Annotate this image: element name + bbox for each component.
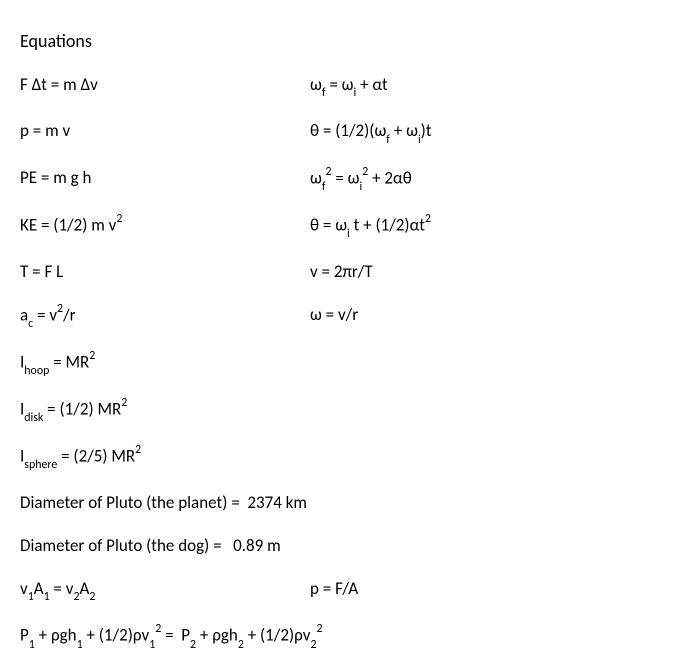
fact-row: Diameter of Pluto (the dog) = 0.89 m xyxy=(20,535,680,556)
equation-row: PE = m g hωf2 = ωi2 + 2αθ xyxy=(20,167,680,192)
equation-right: θ = (1/2)(ωf + ωi)t xyxy=(310,120,680,144)
equation-row: Idisk = (1/2) MR2 xyxy=(20,398,680,423)
equation-left: T = F L xyxy=(20,261,310,282)
equation-row: F Δt = m Δvωf = ωi + αt xyxy=(20,74,680,98)
equation-right: θ = ωi t + (1/2)αt2 xyxy=(310,214,680,239)
equation-row: Isphere = (2/5) MR2 xyxy=(20,445,680,470)
equation-row: Ihoop = MR2 xyxy=(20,351,680,376)
equation-left: Idisk = (1/2) MR2 xyxy=(20,398,310,423)
equation-right: ωf2 = ωi2 + 2αθ xyxy=(310,167,680,192)
equation-bernoulli: P1 + ρgh1 + (1/2)ρv12 = P2 + ρgh2 + (1/2… xyxy=(20,624,680,649)
equation-row: p = m vθ = (1/2)(ωf + ωi)t xyxy=(20,120,680,144)
equation-left: Ihoop = MR2 xyxy=(20,351,310,376)
equation-row: T = F Lv = 2πr/T xyxy=(20,261,680,282)
equation-left: F Δt = m Δv xyxy=(20,74,310,98)
fact-row: Diameter of Pluto (the planet) = 2374 km xyxy=(20,492,680,513)
equation-left: Isphere = (2/5) MR2 xyxy=(20,445,310,470)
equation-row: KE = (1/2) m v2θ = ωi t + (1/2)αt2 xyxy=(20,214,680,239)
equation-right xyxy=(310,445,680,470)
equations-container: F Δt = m Δvωf = ωi + αtp = m vθ = (1/2)(… xyxy=(20,74,680,672)
equation-left: PE = m g h xyxy=(20,167,310,192)
equation-row: v1A1 = v2A2p = F/A xyxy=(20,578,680,602)
equation-left: ac = v2/r xyxy=(20,304,310,329)
equation-left: p = m v xyxy=(20,120,310,144)
equation-right xyxy=(310,351,680,376)
equation-right: v = 2πr/T xyxy=(310,261,680,282)
equation-left: KE = (1/2) m v2 xyxy=(20,214,310,239)
equation-right: ω = v/r xyxy=(310,304,680,329)
equation-row: ac = v2/rω = v/r xyxy=(20,304,680,329)
equation-right: ωf = ωi + αt xyxy=(310,74,680,98)
equation-right: p = F/A xyxy=(310,578,680,602)
equation-left: v1A1 = v2A2 xyxy=(20,578,310,602)
equation-right xyxy=(310,398,680,423)
page-title: Equations xyxy=(20,30,680,52)
